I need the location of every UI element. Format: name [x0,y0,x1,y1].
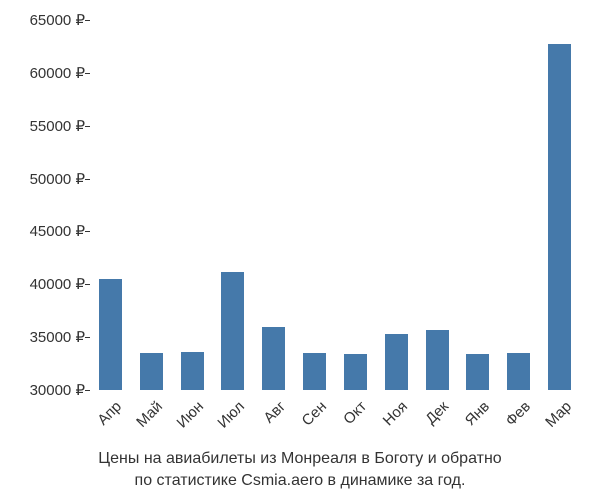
caption-line-2: по статистике Csmia.aero в динамике за г… [135,472,466,489]
bar [140,353,163,390]
y-tick-mark [85,73,90,74]
plot-area [90,20,580,390]
bar [426,330,449,390]
x-tick-label: Окт [341,398,371,428]
y-tick-mark [85,390,90,391]
x-tick-label: Май [133,398,166,431]
bar [385,334,408,390]
y-tick-mark [85,179,90,180]
x-tick-label: Фев [502,398,534,430]
bar [466,354,489,390]
x-tick-label: Янв [462,398,493,429]
caption-line-1: Цены на авиабилеты из Монреаля в Боготу … [98,450,501,467]
bar [181,352,204,390]
bar [548,44,571,390]
y-tick-mark [85,231,90,232]
y-tick-label: 65000 ₽ [30,11,85,29]
x-tick-label: Июн [174,398,207,431]
bar [344,354,367,390]
y-tick-label: 35000 ₽ [30,328,85,346]
x-tick-label: Дек [422,398,452,428]
bar [262,327,285,390]
bar [303,353,326,390]
x-tick-label: Мар [542,398,575,431]
y-tick-label: 50000 ₽ [30,170,85,188]
y-tick-label: 30000 ₽ [30,381,85,399]
y-tick-label: 55000 ₽ [30,117,85,135]
x-tick-label: Июл [214,398,248,432]
x-tick-label: Сен [298,398,329,429]
y-tick-label: 40000 ₽ [30,275,85,293]
y-tick-mark [85,337,90,338]
bar [507,353,530,390]
y-tick-label: 60000 ₽ [30,64,85,82]
bar [221,272,244,390]
chart-caption: Цены на авиабилеты из Монреаля в Боготу … [0,448,600,491]
price-chart: 30000 ₽ 35000 ₽ 40000 ₽ 45000 ₽ 50000 ₽ 55000… [0,0,600,500]
y-tick-mark [85,284,90,285]
y-tick-mark [85,126,90,127]
x-tick-label: Апр [95,398,126,429]
y-tick-label: 45000 ₽ [30,222,85,240]
x-tick-label: Ноя [380,398,411,429]
y-tick-mark [85,20,90,21]
bar [99,279,122,390]
x-tick-label: Авг [260,398,289,427]
